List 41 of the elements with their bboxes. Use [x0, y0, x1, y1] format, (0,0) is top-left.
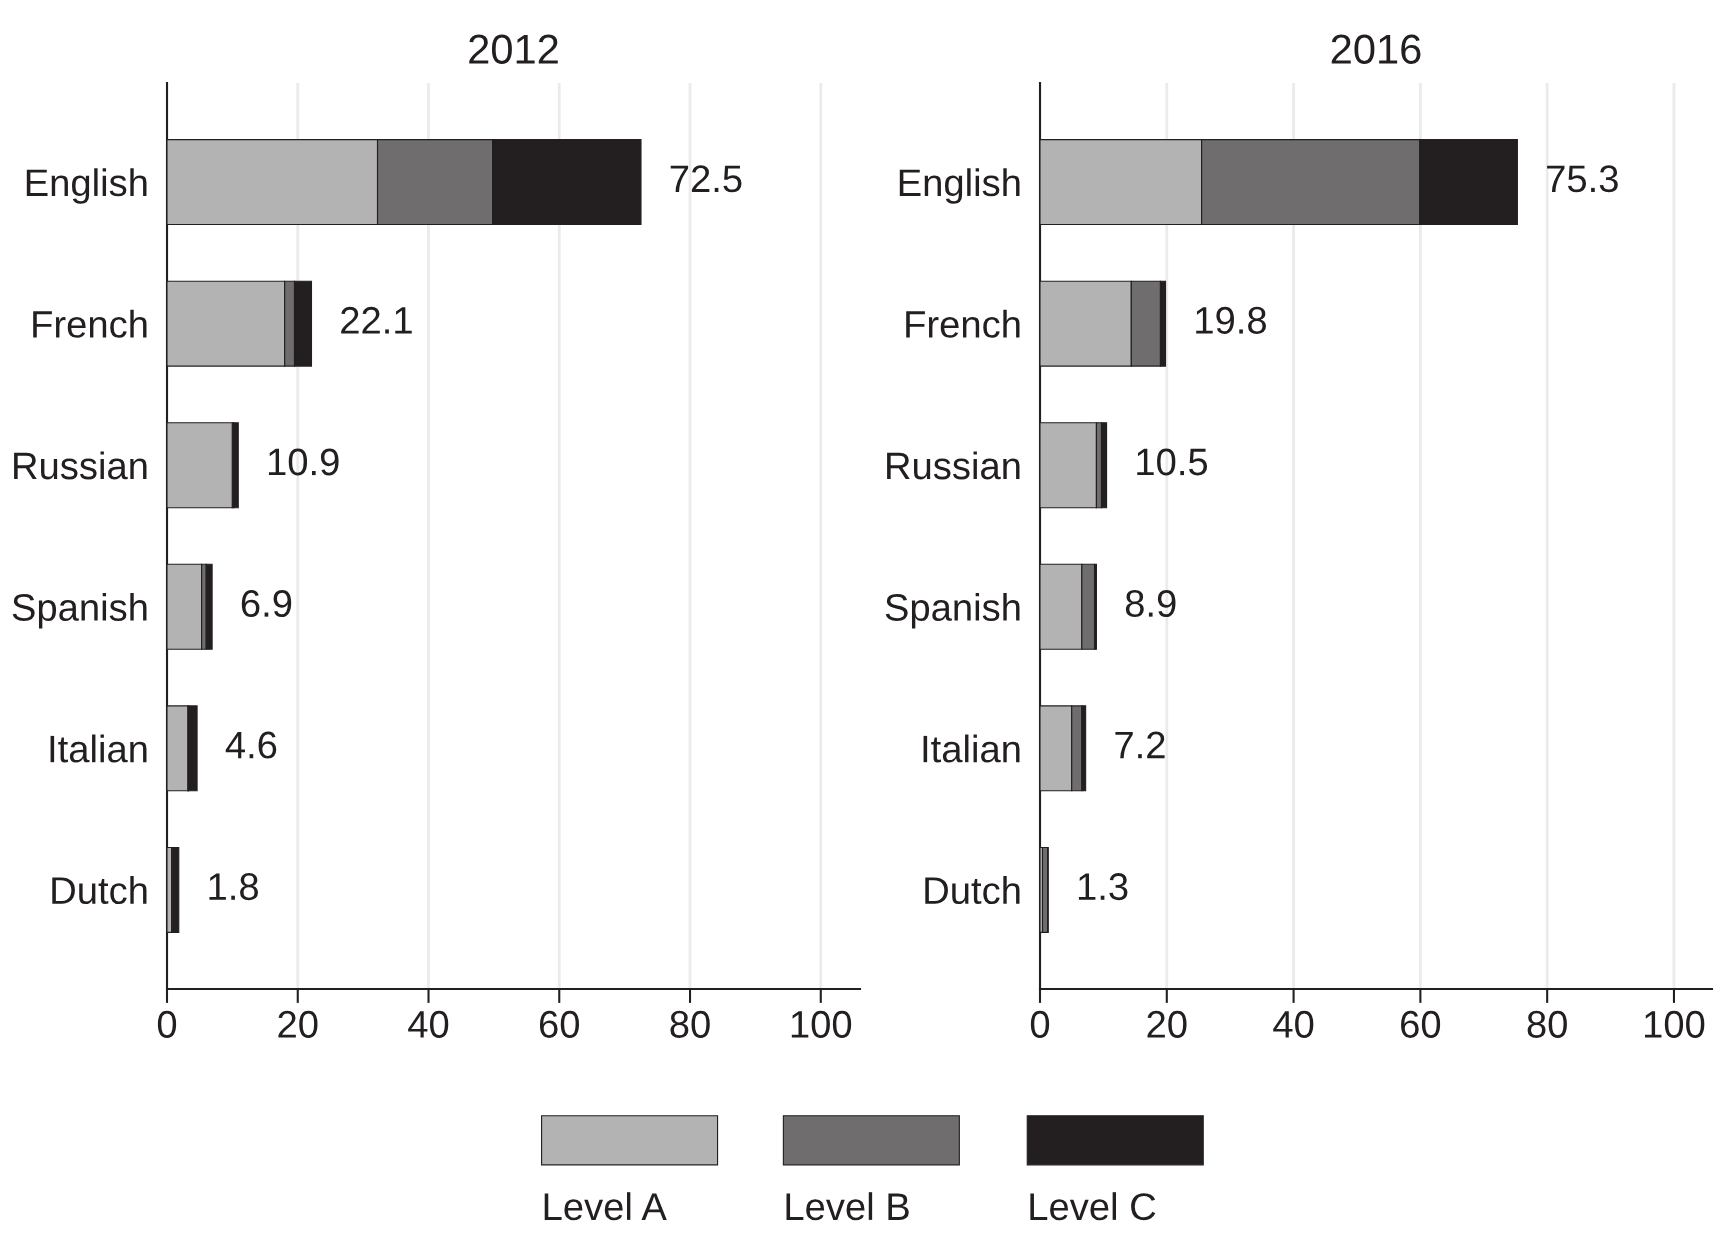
- x-tick-label: 20: [1147, 1010, 1187, 1038]
- total-label: 10.9: [268, 448, 339, 476]
- total-label: 10.5: [1137, 448, 1208, 476]
- total-label: 4.6: [225, 731, 277, 759]
- x-tick-label: 60: [539, 1010, 580, 1038]
- y-tick-label: Russian: [14, 451, 147, 480]
- total-label: 8.9: [1125, 589, 1176, 618]
- y-tick-label: French: [33, 309, 147, 338]
- y-tick-label: Spanish: [12, 592, 147, 629]
- y-tick-label: Italian: [923, 734, 1020, 763]
- y-tick-label: Dutch: [52, 876, 147, 905]
- x-tick-label: 100: [1645, 1010, 1705, 1038]
- x-tick-label: 0: [1030, 1010, 1050, 1038]
- y-tick-label: English: [26, 168, 147, 204]
- total-label: 1.8: [209, 873, 258, 901]
- legend-label: Level C: [1030, 1192, 1156, 1221]
- x-tick-label: 20: [278, 1010, 318, 1038]
- chart-title: 2012: [469, 34, 558, 64]
- x-tick-label: 80: [1527, 1010, 1567, 1038]
- y-tick-label: Spanish: [885, 592, 1020, 629]
- x-tick-label: 60: [1401, 1010, 1441, 1038]
- total-label: 75.3: [1547, 165, 1618, 193]
- x-tick-label: 80: [670, 1010, 710, 1038]
- total-label: 6.9: [241, 589, 292, 618]
- x-tick-label: 0: [157, 1010, 177, 1038]
- y-tick-label: French: [906, 309, 1020, 338]
- y-tick-label: Italian: [50, 734, 147, 763]
- y-tick-label: Russian: [887, 451, 1020, 480]
- legend-label: Level A: [544, 1192, 667, 1221]
- total-label: 72.5: [670, 165, 742, 193]
- total-label: 7.2: [1115, 731, 1165, 759]
- legend-label: Level B: [786, 1192, 909, 1221]
- x-tick-label: 40: [1273, 1010, 1314, 1038]
- x-tick-label: 40: [408, 1010, 449, 1038]
- y-tick-label: Dutch: [925, 876, 1020, 905]
- y-tick-label: English: [899, 168, 1020, 204]
- total-label: 19.8: [1196, 306, 1266, 334]
- total-label: 22.1: [341, 306, 412, 334]
- x-tick-label: 100: [791, 1010, 852, 1038]
- total-label: 1.3: [1078, 873, 1128, 901]
- chart-title: 2016: [1331, 34, 1421, 64]
